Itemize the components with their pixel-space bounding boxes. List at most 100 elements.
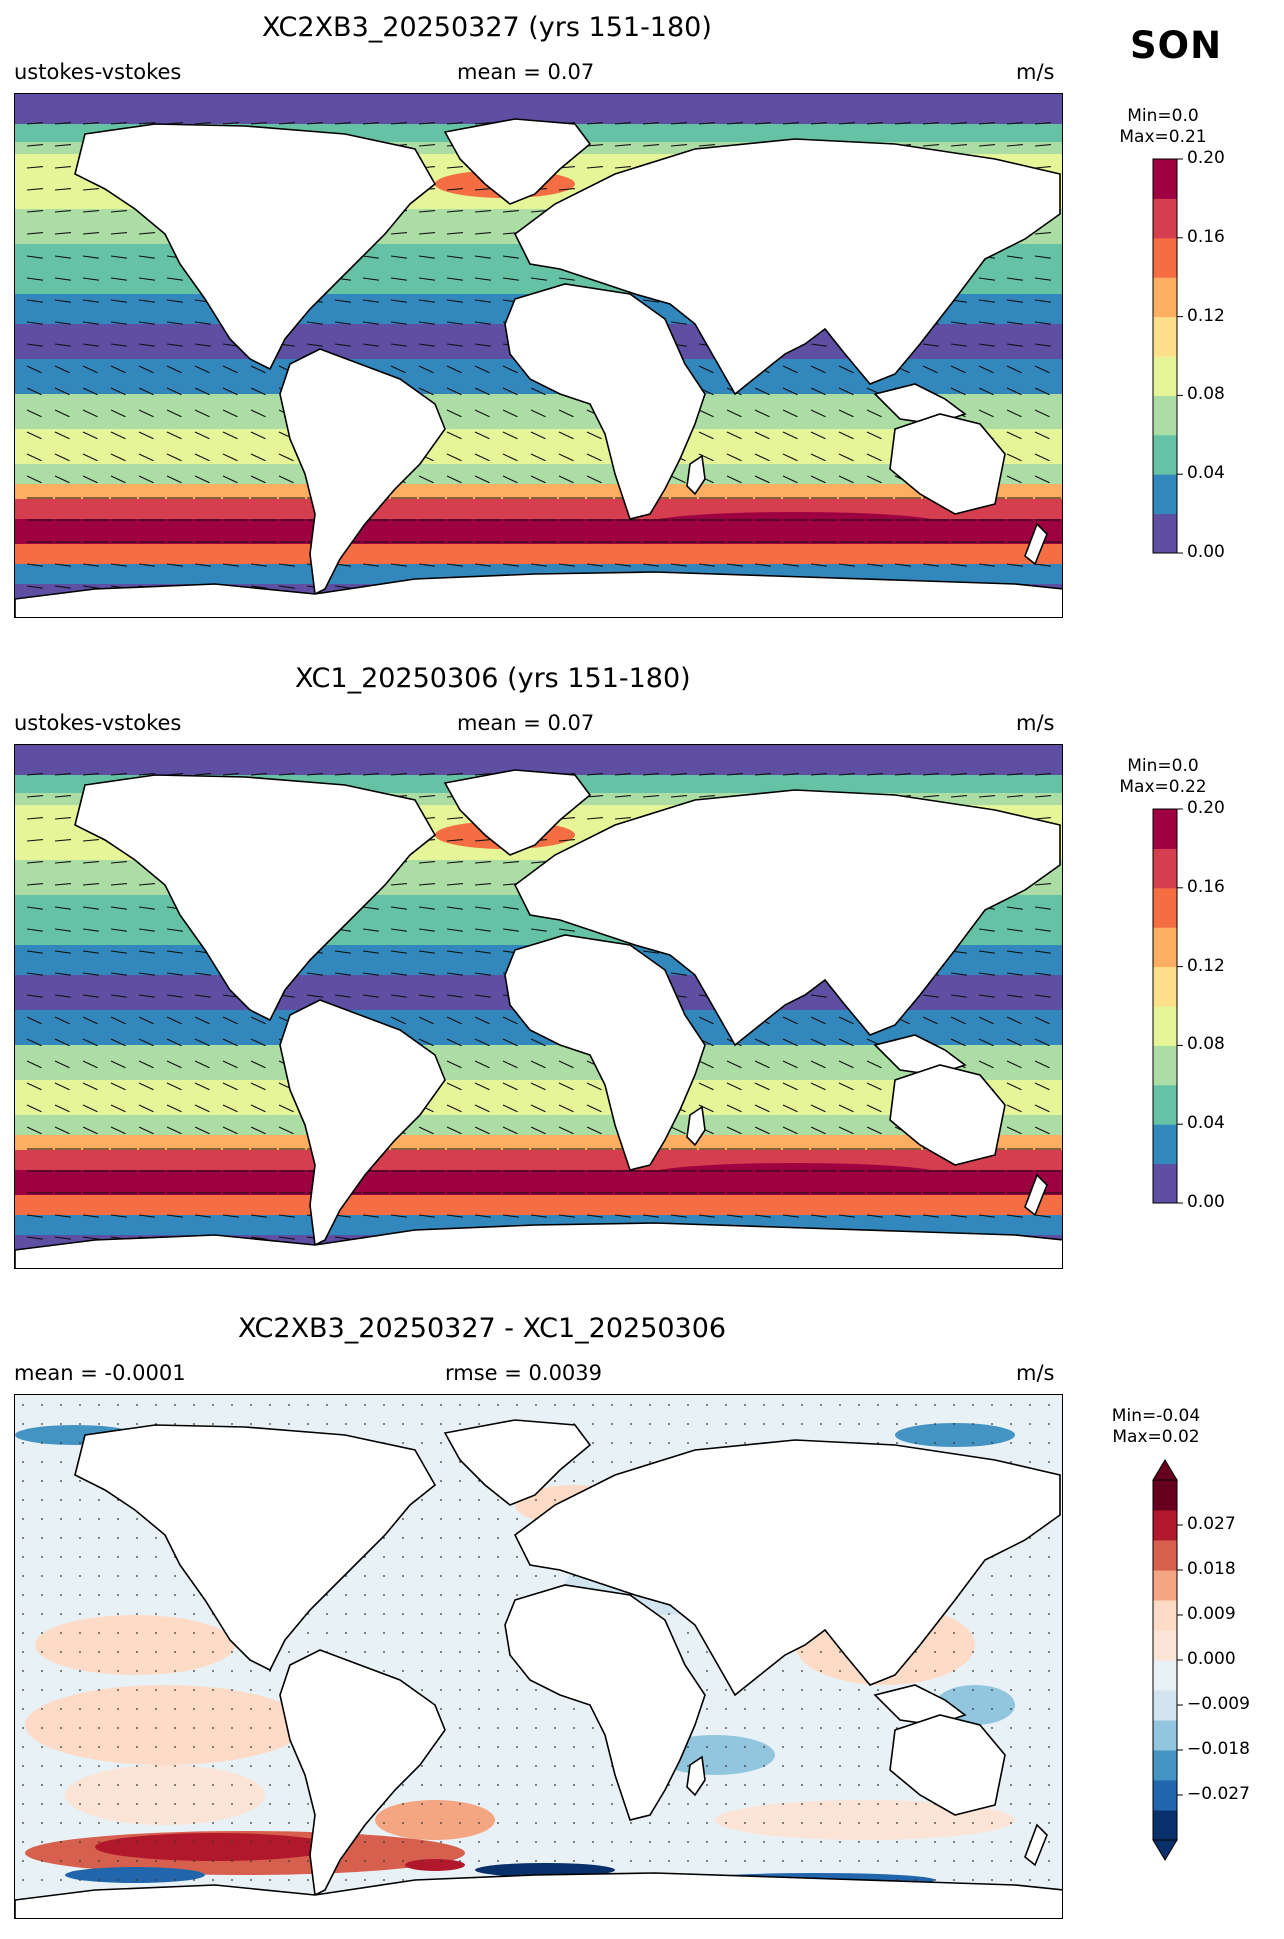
- stokes-vector: [26, 255, 43, 259]
- stokes-vector: [474, 994, 491, 998]
- colorbar-segment: [1153, 1600, 1177, 1631]
- vector-dot: [915, 1822, 917, 1824]
- colorbar-segment: [1153, 356, 1177, 396]
- stokes-vector: [978, 1214, 995, 1218]
- stokes-vector: [586, 475, 602, 484]
- stokes-vector: [1034, 343, 1051, 347]
- vector-dot: [326, 1423, 328, 1425]
- vector-dot: [459, 1841, 461, 1843]
- stokes-vector: [1006, 321, 1023, 325]
- stokes-vector: [138, 773, 155, 776]
- vector-dot: [801, 1689, 803, 1691]
- vector-dot: [117, 1803, 119, 1805]
- stokes-vector: [138, 365, 154, 374]
- vector-dot: [820, 1784, 822, 1786]
- vector-dot: [991, 1822, 993, 1824]
- vector-dot: [535, 1404, 537, 1406]
- stokes-vector: [1034, 321, 1051, 325]
- vector-dot: [345, 1879, 347, 1881]
- vector-dot: [497, 1651, 499, 1653]
- vector-dot: [174, 1784, 176, 1786]
- colorbar-extend-max: [1152, 1459, 1178, 1481]
- stokes-vector: [194, 365, 210, 374]
- stokes-vector: [334, 950, 351, 954]
- stokes-vector: [754, 475, 770, 484]
- vector-dot: [269, 1803, 271, 1805]
- vector-dot: [364, 1575, 366, 1577]
- vector-dot: [839, 1404, 841, 1406]
- vector-dot: [573, 1784, 575, 1786]
- colorbar-segment: [1153, 1750, 1177, 1781]
- stokes-vector: [166, 343, 183, 347]
- vector-dot: [79, 1499, 81, 1501]
- vector-dot: [915, 1879, 917, 1881]
- colorbar-tick-label: 0.00: [1187, 1192, 1225, 1212]
- stokes-vector: [446, 409, 462, 418]
- stokes-vector: [194, 453, 210, 462]
- stokes-vector: [138, 1214, 155, 1218]
- stokes-vector: [866, 1060, 882, 1069]
- stokes-vector: [1006, 122, 1023, 125]
- vector-dot: [991, 1651, 993, 1653]
- vector-dot: [269, 1423, 271, 1425]
- vector-dot: [231, 1689, 233, 1691]
- stokes-vector: [922, 795, 939, 798]
- vector-dot: [117, 1613, 119, 1615]
- vector-dot: [592, 1746, 594, 1748]
- stokes-vector: [782, 1126, 798, 1135]
- vector-dot: [174, 1689, 176, 1691]
- vector-dot: [250, 1746, 252, 1748]
- stokes-vector: [978, 563, 995, 567]
- stokes-vector: [222, 475, 238, 484]
- stokes-vector: [54, 1104, 70, 1113]
- vector-dot: [22, 1746, 24, 1748]
- vector-dot: [269, 1689, 271, 1691]
- colorbar-tick-label: 0.04: [1187, 463, 1225, 484]
- stokes-vector: [978, 299, 995, 303]
- vector-dot: [478, 1803, 480, 1805]
- stokes-vector: [222, 1126, 238, 1135]
- vector-dot: [459, 1632, 461, 1634]
- vector-dot: [440, 1670, 442, 1672]
- stokes-vector: [530, 1082, 546, 1091]
- stokes-vector: [446, 255, 463, 259]
- vector-dot: [1048, 1442, 1050, 1444]
- vector-dot: [136, 1537, 138, 1539]
- vector-dot: [877, 1784, 879, 1786]
- stokes-vector: [54, 409, 70, 418]
- vector-dot: [307, 1860, 309, 1862]
- stokes-vector: [642, 122, 659, 125]
- stokes-vector: [362, 277, 379, 281]
- stokes-vector: [166, 972, 183, 976]
- vector-dot: [497, 1841, 499, 1843]
- difference-anomaly: [895, 1423, 1015, 1447]
- vector-dot: [1029, 1423, 1031, 1425]
- stokes-vector: [418, 795, 435, 798]
- stokes-vector: [54, 321, 71, 325]
- stokes-vector: [586, 453, 602, 462]
- stokes-vector: [530, 1126, 546, 1135]
- vector-dot: [839, 1651, 841, 1653]
- vector-dot: [117, 1670, 119, 1672]
- vector-dot: [573, 1404, 575, 1406]
- stokes-vector: [838, 1082, 854, 1091]
- stokes-vector: [54, 1016, 70, 1025]
- panel-2-colorbar: 0.20 0.16 0.12 0.08 0.04 0.00: [1152, 798, 1225, 1212]
- vector-dot: [98, 1727, 100, 1729]
- vector-dot: [174, 1708, 176, 1710]
- vector-dot: [155, 1708, 157, 1710]
- panel-3-colorbar: 0.027 0.018 0.009 0.000 −0.009 −0.018 −0.027: [1152, 1459, 1250, 1861]
- vector-dot: [478, 1822, 480, 1824]
- vector-dot: [60, 1879, 62, 1881]
- greenland-landmass: [443, 1419, 592, 1506]
- stokes-vector: [754, 1214, 771, 1218]
- vector-dot: [440, 1442, 442, 1444]
- stokes-vector: [474, 883, 491, 886]
- stokes-vector: [698, 1104, 714, 1113]
- stokes-vector: [1006, 431, 1022, 440]
- stokes-vector: [950, 1016, 966, 1025]
- stokes-vector: [1006, 1126, 1022, 1135]
- vector-dot: [98, 1499, 100, 1501]
- vector-dot: [212, 1651, 214, 1653]
- stokes-vector: [1006, 795, 1023, 798]
